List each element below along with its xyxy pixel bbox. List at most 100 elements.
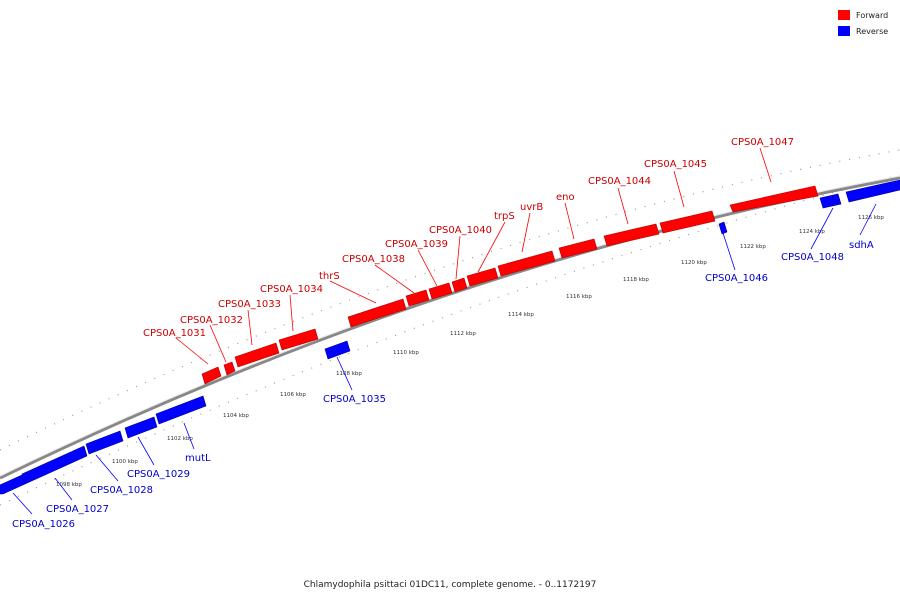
legend-forward-swatch bbox=[838, 10, 850, 20]
leader-line bbox=[521, 212, 531, 253]
gene-cps0a-1032[interactable] bbox=[223, 361, 236, 376]
gene-cps0a-1046[interactable] bbox=[718, 221, 728, 235]
gene-cps0a-1029[interactable] bbox=[124, 416, 158, 439]
leader-line bbox=[417, 249, 438, 287]
leader-line bbox=[247, 309, 253, 346]
gene-label-uvrb: uvrB bbox=[520, 202, 543, 213]
reverse-genes bbox=[0, 179, 900, 495]
leader-line bbox=[209, 324, 227, 363]
leader-line bbox=[810, 207, 834, 250]
tick-label: 1116 kbp bbox=[566, 294, 592, 300]
gene-label-cps0a-1045: CPS0A_1045 bbox=[644, 159, 707, 170]
gene-label-trps: trpS bbox=[494, 211, 515, 222]
gene-uvrb[interactable] bbox=[497, 250, 556, 277]
gene-cps0a-1033[interactable] bbox=[234, 342, 280, 368]
tick-label: 1118 kbp bbox=[623, 277, 649, 283]
leader-line bbox=[183, 422, 195, 450]
tick-label: 1108 kbp bbox=[336, 371, 362, 377]
legend-reverse-swatch bbox=[838, 26, 850, 36]
gene-label-cps0a-1038: CPS0A_1038 bbox=[342, 254, 405, 265]
gene-cps0a-1035[interactable] bbox=[324, 340, 351, 360]
leader-line bbox=[477, 221, 506, 273]
gene-cps0a-1026[interactable] bbox=[0, 474, 26, 495]
tick-label: 1122 kbp bbox=[740, 244, 766, 250]
legend: Forward Reverse bbox=[838, 10, 888, 36]
leader-line bbox=[329, 280, 377, 304]
leader-line bbox=[673, 170, 685, 208]
leader-line bbox=[137, 436, 155, 466]
gene-cps0a-1038[interactable] bbox=[405, 289, 430, 307]
gene-label-cps0a-1026: CPS0A_1026 bbox=[12, 519, 75, 530]
tick-label: 1110 kbp bbox=[393, 350, 419, 356]
gene-cps0a-1047[interactable] bbox=[729, 185, 819, 213]
gene-cps0a-1028[interactable] bbox=[85, 430, 124, 455]
leader-line bbox=[722, 232, 736, 271]
gene-label-eno: eno bbox=[556, 192, 575, 203]
gene-sdha[interactable] bbox=[845, 179, 900, 203]
tick-label: 1098 kbp bbox=[56, 482, 82, 488]
leader-line bbox=[374, 264, 415, 294]
gene-label-cps0a-1034: CPS0A_1034 bbox=[260, 284, 323, 295]
gene-label-cps0a-1029: CPS0A_1029 bbox=[127, 469, 190, 480]
legend-forward-label: Forward bbox=[856, 11, 888, 20]
forward-genes bbox=[201, 185, 819, 385]
reverse-leaders bbox=[12, 203, 877, 515]
gene-label-thrs: thrS bbox=[319, 271, 340, 282]
genome-caption: Chlamydophila psittaci 01DC11, complete … bbox=[304, 580, 597, 590]
gene-label-cps0a-1046: CPS0A_1046 bbox=[705, 273, 768, 284]
leader-line bbox=[175, 337, 209, 365]
gene-cps0a-1039[interactable] bbox=[428, 282, 453, 300]
gene-cps0a-1027[interactable] bbox=[21, 445, 88, 485]
tick-label: 1124 kbp bbox=[799, 229, 825, 235]
leader-line bbox=[12, 492, 33, 515]
gene-label-cps0a-1048: CPS0A_1048 bbox=[781, 252, 844, 263]
leader-line bbox=[54, 477, 73, 501]
leader-line bbox=[336, 356, 353, 391]
tick-label: 1106 kbp bbox=[280, 392, 306, 398]
gene-mutl[interactable] bbox=[155, 395, 207, 425]
forward-gene-labels: CPS0A_1031 CPS0A_1032 CPS0A_1033 CPS0A_1… bbox=[143, 137, 794, 339]
leader-line bbox=[617, 187, 629, 225]
tick-label: 1112 kbp bbox=[450, 331, 476, 337]
tick-label: 1102 kbp bbox=[167, 436, 193, 442]
gene-cps0a-1045[interactable] bbox=[659, 210, 716, 234]
gene-label-cps0a-1027: CPS0A_1027 bbox=[46, 504, 109, 515]
gene-label-cps0a-1033: CPS0A_1033 bbox=[218, 299, 281, 310]
gene-label-cps0a-1028: CPS0A_1028 bbox=[90, 485, 153, 496]
tick-labels: 1098 kbp 1100 kbp 1102 kbp 1104 kbp 1106… bbox=[56, 215, 884, 488]
gene-eno[interactable] bbox=[558, 238, 598, 259]
gene-label-cps0a-1039: CPS0A_1039 bbox=[385, 239, 448, 250]
gene-label-cps0a-1031: CPS0A_1031 bbox=[143, 328, 206, 339]
legend-reverse-label: Reverse bbox=[856, 27, 888, 36]
reverse-gene-labels: CPS0A_1026 CPS0A_1027 CPS0A_1028 CPS0A_1… bbox=[12, 240, 874, 530]
gene-label-sdha: sdhA bbox=[849, 240, 874, 251]
gene-trps[interactable] bbox=[466, 267, 499, 287]
gene-label-mutl: mutL bbox=[185, 453, 211, 464]
leader-line bbox=[455, 235, 461, 280]
gene-label-cps0a-1047: CPS0A_1047 bbox=[731, 137, 794, 148]
gene-cps0a-1034[interactable] bbox=[278, 328, 319, 351]
tick-label: 1100 kbp bbox=[112, 459, 138, 465]
leader-line bbox=[289, 294, 294, 332]
tick-label: 1104 kbp bbox=[223, 413, 249, 419]
gene-cps0a-1040[interactable] bbox=[451, 277, 468, 293]
outer-ruler bbox=[0, 149, 900, 451]
leader-line bbox=[859, 203, 877, 236]
gene-label-cps0a-1044: CPS0A_1044 bbox=[588, 176, 651, 187]
forward-leaders bbox=[175, 147, 772, 365]
leader-line bbox=[564, 202, 575, 240]
gene-thrs[interactable] bbox=[347, 298, 407, 328]
gene-label-cps0a-1040: CPS0A_1040 bbox=[429, 225, 492, 236]
tick-label: 1126 kbp bbox=[858, 215, 884, 221]
gene-cps0a-1048[interactable] bbox=[819, 193, 842, 209]
tick-label: 1114 kbp bbox=[508, 312, 534, 318]
tick-label: 1120 kbp bbox=[681, 260, 707, 266]
gene-label-cps0a-1035: CPS0A_1035 bbox=[323, 394, 386, 405]
gene-cps0a-1044[interactable] bbox=[603, 223, 660, 247]
gene-cps0a-1031[interactable] bbox=[201, 366, 222, 385]
leader-line bbox=[759, 147, 772, 183]
leader-line bbox=[95, 454, 119, 482]
gene-label-cps0a-1032: CPS0A_1032 bbox=[180, 315, 243, 326]
